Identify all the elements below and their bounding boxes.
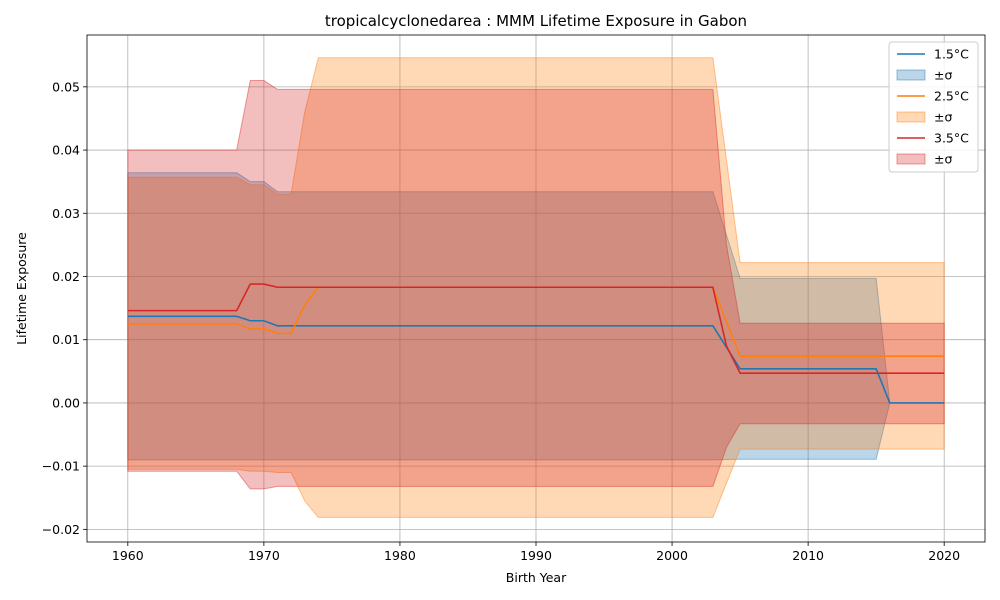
y-axis-label: Lifetime Exposure: [14, 232, 29, 345]
legend-label: 1.5°C: [934, 47, 969, 62]
legend-band-label: ±σ: [934, 152, 952, 167]
legend-band-label: ±σ: [934, 110, 952, 125]
x-axis-label: Birth Year: [506, 570, 567, 585]
x-tick-label: 1960: [112, 548, 144, 563]
legend-band-swatch: [896, 111, 926, 123]
x-tick-label: 2020: [928, 548, 960, 563]
legend-band-swatch: [896, 153, 926, 165]
x-tick-label: 2010: [792, 548, 824, 563]
legend-label: 3.5°C: [934, 131, 969, 146]
legend: 1.5°C ±σ 2.5°C ±σ 3.5°C ±σ: [888, 41, 979, 173]
axis-ticks: 1960 1970 1980 1990 2000 2010 2020 −0.02 −0.01 0.…: [42, 79, 960, 563]
legend-box: [888, 41, 979, 173]
y-tick-label: −0.02: [42, 522, 80, 537]
x-tick-label: 1990: [520, 548, 552, 563]
y-tick-label: 0.04: [52, 143, 80, 158]
y-tick-label: −0.01: [42, 459, 80, 474]
y-tick-label: 0.02: [52, 269, 80, 284]
x-tick-label: 1980: [384, 548, 416, 563]
chart-title: tropicalcyclonedarea : MMM Lifetime Expo…: [325, 12, 747, 30]
grid: [87, 35, 985, 542]
band-series-2: [127, 80, 945, 490]
legend-band-label: ±σ: [934, 68, 952, 83]
mean-lines: [127, 283, 945, 404]
legend-band-swatch: [896, 69, 926, 81]
y-tick-label: 0.00: [52, 395, 80, 410]
y-tick-label: 0.05: [52, 79, 80, 94]
line-series-0: [127, 315, 945, 404]
y-tick-label: 0.03: [52, 206, 80, 221]
x-tick-label: 2000: [656, 548, 688, 563]
line-series-1: [127, 286, 945, 357]
legend-label: 2.5°C: [934, 89, 969, 104]
x-tick-label: 1970: [248, 548, 280, 563]
line-series-2: [127, 283, 945, 375]
y-tick-label: 0.01: [52, 332, 80, 347]
